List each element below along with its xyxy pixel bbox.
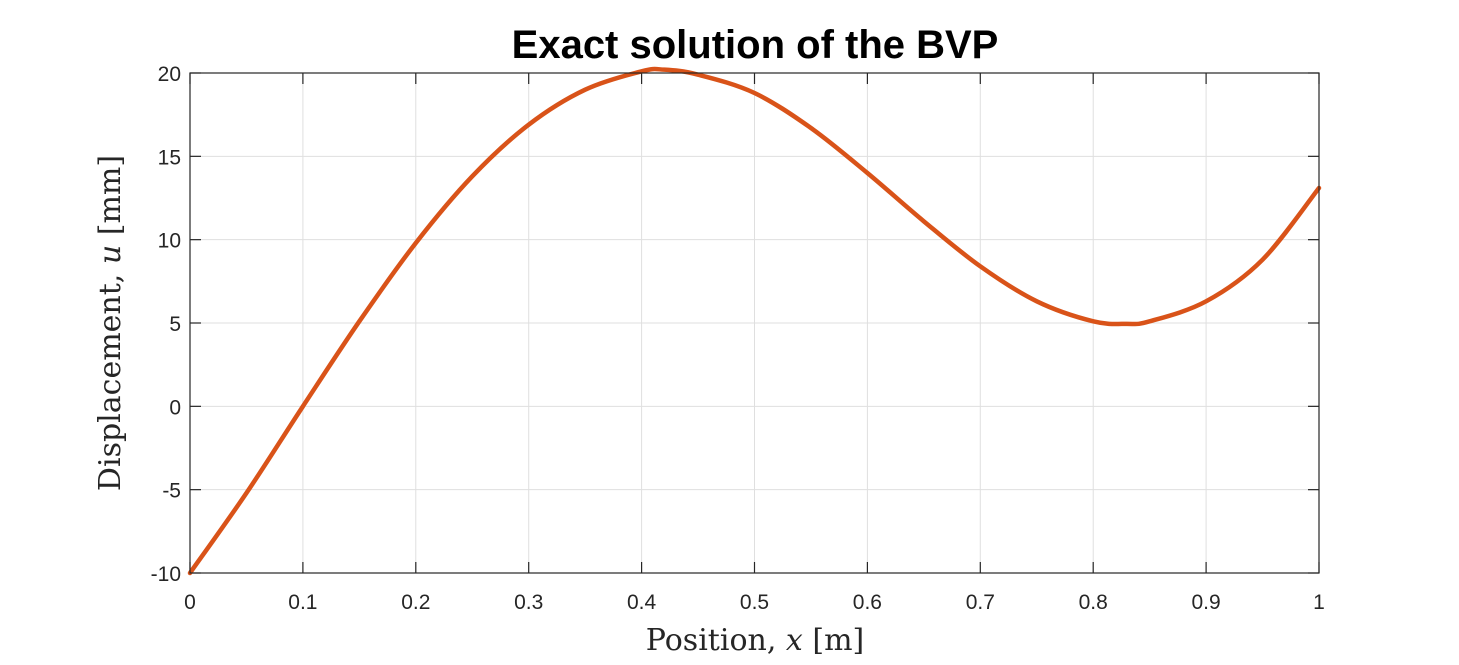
x-tick-label: 0.7 xyxy=(966,591,995,614)
y-tick-label: 10 xyxy=(158,230,181,253)
x-axis-label: Position, x [m] xyxy=(646,623,864,658)
y-tick-labels: -10 -5 0 5 10 15 20 xyxy=(151,63,181,586)
y-axis-label-var: u xyxy=(93,245,128,264)
x-tick-label: 0.2 xyxy=(401,591,430,614)
y-tick-label: -5 xyxy=(162,480,181,503)
x-tick-label: 0 xyxy=(184,591,196,614)
x-tick-label: 1 xyxy=(1313,591,1325,614)
y-tick-label: -10 xyxy=(151,563,181,586)
x-tick-label: 0.5 xyxy=(740,591,769,614)
y-axis-label-unit: [mm] xyxy=(93,155,128,235)
x-tick-label: 0.1 xyxy=(288,591,317,614)
chart-title: Exact solution of the BVP xyxy=(512,23,999,67)
y-tick-label: 5 xyxy=(169,313,181,336)
x-tick-label: 0.3 xyxy=(514,591,543,614)
y-axis-label: Displacement, u [mm] xyxy=(93,155,128,491)
x-tick-labels: 0 0.1 0.2 0.3 0.4 0.5 0.6 0.7 0.8 0.9 1 xyxy=(184,591,1325,614)
series-layer xyxy=(187,66,1322,576)
x-axis-label-text: Position, xyxy=(646,623,777,658)
series-line xyxy=(187,66,1322,576)
plot-area-frame xyxy=(189,72,1320,574)
y-tick-label: 20 xyxy=(158,63,181,86)
y-tick-label: 15 xyxy=(158,146,181,169)
x-tick-label: 0.8 xyxy=(1079,591,1108,614)
y-tick-label: 0 xyxy=(169,396,181,419)
x-axis-label-unit: [m] xyxy=(812,623,864,658)
x-tick-label: 0.9 xyxy=(1191,591,1220,614)
x-axis-label-var: x xyxy=(786,623,803,658)
x-tick-label: 0.4 xyxy=(627,591,657,614)
x-tick-label: 0.6 xyxy=(853,591,882,614)
y-axis-label-text: Displacement, xyxy=(93,274,128,491)
